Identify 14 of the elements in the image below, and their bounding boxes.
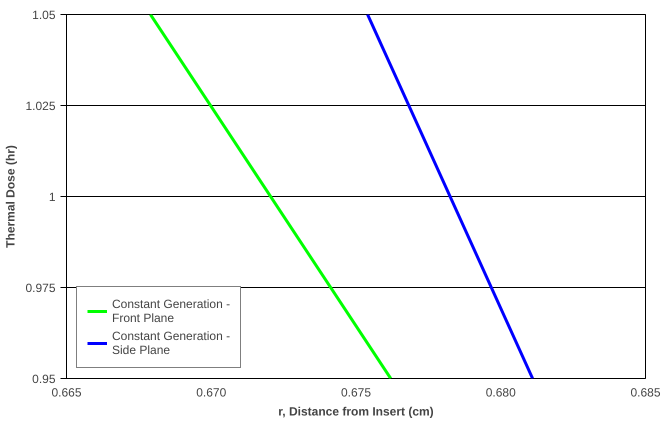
y-tick-label: 1.025 xyxy=(25,99,56,113)
y-axis-title: Thermal Dose (hr) xyxy=(3,145,18,248)
x-axis-title: r, Distance from Insert (cm) xyxy=(278,404,434,418)
y-tick-label: 0.975 xyxy=(25,281,56,295)
x-tick-label: 0.665 xyxy=(51,386,82,400)
x-tick-label: 0.685 xyxy=(630,386,661,400)
y-tick-label: 0.95 xyxy=(32,372,56,386)
x-tick-label: 0.680 xyxy=(486,386,516,400)
legend-label: Constant Generation - Front Plane xyxy=(112,297,230,325)
legend-label: Constant Generation - Side Plane xyxy=(112,329,230,357)
x-tick-label: 0.670 xyxy=(196,386,227,400)
x-tick-label: 0.675 xyxy=(340,386,372,400)
y-tick-label: 1.05 xyxy=(32,8,56,22)
y-tick-label: 1 xyxy=(48,190,56,204)
